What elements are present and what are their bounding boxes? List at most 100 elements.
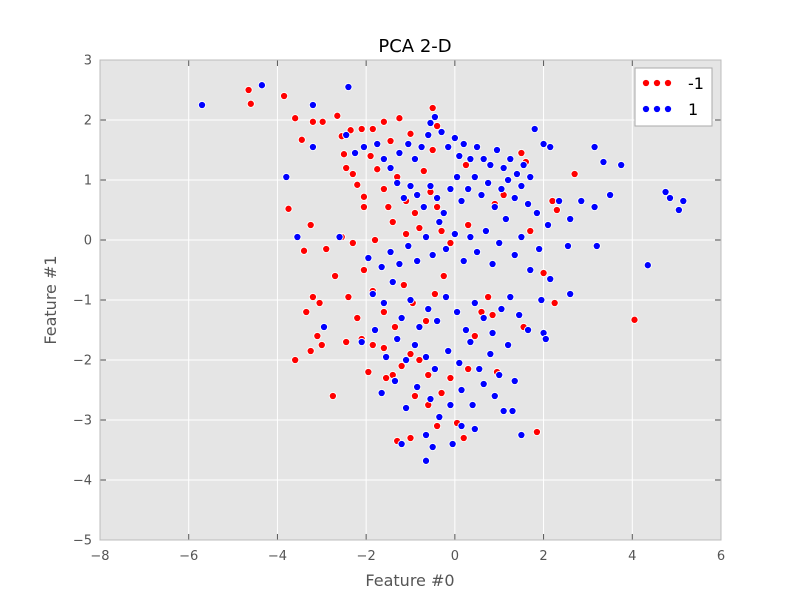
data-point	[348, 169, 357, 179]
data-point	[353, 180, 362, 189]
data-point	[523, 325, 533, 335]
data-point	[386, 247, 395, 257]
data-point	[484, 178, 493, 188]
data-point	[410, 391, 419, 401]
data-point	[617, 160, 626, 170]
data-point	[495, 238, 504, 248]
data-point	[421, 456, 431, 465]
data-point	[539, 268, 548, 278]
data-point	[421, 352, 431, 362]
data-point	[421, 430, 431, 440]
data-point	[370, 235, 380, 245]
data-point	[450, 229, 459, 239]
data-point	[291, 355, 300, 365]
legend-box	[634, 67, 713, 127]
data-point	[441, 244, 451, 254]
data-point	[359, 265, 368, 275]
data-point	[395, 259, 404, 269]
data-point	[590, 202, 599, 212]
data-point	[335, 232, 344, 242]
data-point	[317, 340, 326, 350]
data-point	[433, 421, 442, 431]
data-point	[546, 274, 555, 284]
series-pos1	[197, 81, 688, 465]
data-point	[517, 232, 526, 242]
data-point	[490, 391, 499, 401]
data-point	[470, 331, 479, 341]
y-tick-label: −3	[73, 414, 92, 429]
data-point	[674, 205, 683, 215]
data-point	[453, 307, 462, 317]
data-point	[328, 391, 337, 401]
data-point	[446, 400, 455, 410]
data-point	[643, 261, 652, 270]
data-point	[526, 265, 535, 275]
data-point	[342, 130, 351, 140]
legend-item: -1	[641, 74, 704, 93]
data-point	[364, 367, 373, 377]
y-tick-label: 1	[84, 174, 92, 189]
ticks-layer: −8 −6 −4 −2 0 2 4 6 −5 −4 −3 −2 −1 0 1 2 3	[73, 54, 725, 565]
y-tick-label: −1	[73, 294, 92, 309]
data-point	[444, 346, 453, 356]
y-tick-label: 0	[84, 234, 92, 249]
data-point	[428, 103, 437, 113]
data-point	[472, 247, 482, 257]
data-point	[488, 328, 497, 338]
data-point	[368, 289, 377, 299]
data-point	[402, 403, 411, 413]
data-point	[306, 220, 315, 230]
data-point	[599, 157, 608, 167]
plot-frame	[99, 59, 722, 541]
data-point	[406, 433, 415, 443]
x-tick-label: −8	[90, 549, 109, 564]
data-point	[368, 124, 377, 134]
data-point	[437, 127, 446, 137]
data-point	[302, 307, 311, 317]
data-point	[468, 400, 477, 410]
data-point	[359, 202, 368, 212]
data-point	[399, 280, 408, 290]
x-tick-label: 4	[628, 549, 636, 564]
data-point	[357, 337, 366, 347]
data-point	[402, 355, 411, 365]
data-point	[477, 190, 486, 200]
data-point	[506, 292, 515, 302]
chart-title: PCA 2-D	[378, 36, 451, 57]
data-point	[393, 178, 402, 188]
data-point	[386, 136, 395, 146]
data-point	[479, 154, 488, 164]
data-point	[433, 121, 442, 131]
data-point	[395, 114, 404, 123]
data-point	[406, 129, 415, 138]
data-point	[504, 340, 513, 350]
data-point	[455, 151, 464, 161]
data-point	[457, 196, 466, 206]
data-point	[359, 192, 368, 201]
x-tick-label: −2	[357, 549, 376, 564]
data-point	[322, 244, 331, 254]
data-point	[280, 91, 289, 101]
data-point	[397, 313, 406, 323]
points-layer	[197, 81, 688, 465]
data-point	[377, 388, 386, 398]
data-point	[441, 292, 451, 302]
data-point	[541, 334, 550, 344]
data-point	[437, 226, 446, 236]
data-point	[284, 204, 293, 213]
data-point	[319, 322, 329, 332]
data-point	[404, 139, 413, 149]
x-tick-label: −6	[179, 549, 198, 564]
legend: -11	[634, 67, 713, 127]
data-point	[446, 184, 455, 194]
data-point	[592, 241, 601, 251]
data-point	[517, 181, 526, 191]
data-point	[464, 184, 473, 194]
data-point	[257, 81, 266, 90]
data-point	[379, 298, 388, 308]
data-point	[397, 361, 406, 371]
data-point	[466, 232, 475, 242]
data-point	[370, 325, 380, 335]
data-point	[446, 373, 455, 383]
data-point	[512, 169, 522, 179]
